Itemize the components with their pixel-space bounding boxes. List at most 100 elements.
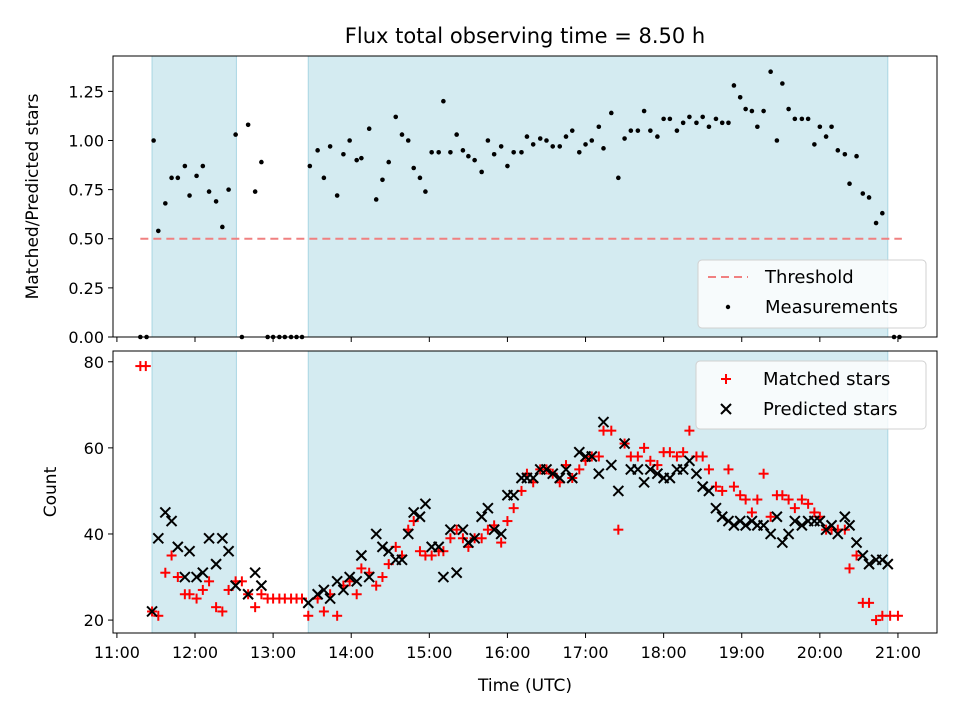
matched-star-point	[356, 563, 367, 574]
marker-stroke	[776, 536, 789, 549]
x-axis-label: Time (UTC)	[477, 676, 572, 696]
marker-stroke	[716, 511, 728, 523]
marker-stroke	[475, 511, 488, 523]
matched-star-point	[318, 606, 329, 617]
matched-star-point	[502, 516, 513, 527]
measurement-point	[405, 138, 411, 143]
measurement-point	[213, 199, 219, 204]
measurement-point	[341, 151, 346, 157]
bottom-x-tick-label: 13:00	[250, 643, 296, 662]
matched-star-point	[211, 602, 222, 613]
matched-star-point	[496, 537, 507, 548]
marker-stroke	[690, 467, 703, 480]
measurement-point	[829, 124, 834, 130]
measurement-point	[755, 124, 760, 130]
predicted-star-point	[507, 489, 520, 501]
predicted-star-point	[172, 541, 184, 553]
marker-stroke	[554, 472, 566, 484]
measurement-point	[860, 191, 866, 196]
measurement-point	[719, 120, 725, 126]
top-y-ticks: 0.00 0.25 0.50 0.75 1.00 1.25	[68, 82, 113, 347]
measurement-point	[589, 138, 595, 143]
predicted-star-point	[703, 485, 715, 497]
bottom-y-tick-label: 20	[84, 611, 104, 630]
measurement-point	[749, 108, 755, 114]
matched-star-point	[476, 533, 487, 544]
marker-stroke	[419, 498, 432, 510]
marker-stroke	[444, 523, 457, 536]
predicted-star-point	[764, 528, 777, 540]
measurement-point	[163, 201, 168, 206]
marker-stroke	[703, 485, 715, 497]
measurement-point	[823, 134, 829, 139]
measurement-point	[485, 138, 491, 143]
matched-star-point	[871, 615, 882, 626]
predicted-star-point	[850, 536, 863, 549]
predicted-star-point	[324, 592, 336, 605]
predicted-star-point	[222, 545, 235, 557]
predicted-star-point	[152, 532, 165, 544]
measurement-point	[700, 114, 705, 120]
marker-stroke	[677, 463, 689, 476]
matched-star-point	[697, 451, 708, 462]
predicted-star-point	[437, 571, 450, 583]
measurement-point	[743, 106, 748, 112]
marker-stroke	[179, 571, 191, 583]
predicted-star-point	[547, 467, 559, 480]
matched-star-point	[256, 589, 267, 600]
marker-stroke	[597, 416, 610, 428]
matched-star-point	[645, 455, 656, 466]
measurement-point	[441, 98, 446, 104]
marker-stroke	[172, 541, 184, 553]
predicted-star-point	[179, 571, 191, 583]
measurement-point	[252, 189, 258, 194]
matched-star-point	[803, 498, 814, 509]
marker-stroke	[632, 463, 644, 476]
predicted-star-point	[376, 541, 389, 553]
measurement-point	[601, 146, 606, 151]
predicted-star-point	[302, 597, 314, 609]
measurement-point	[628, 128, 634, 133]
bottom-y-tick-label: 60	[84, 439, 104, 458]
matched-star-point	[844, 563, 855, 574]
matched-star-point	[752, 494, 763, 505]
measurement-point	[544, 138, 549, 143]
matched-star-point	[613, 524, 624, 535]
measurement-point	[661, 116, 666, 122]
measurement-point	[537, 136, 543, 141]
measurement-point	[774, 138, 780, 143]
marker-stroke	[249, 567, 261, 579]
measurement-point	[307, 163, 313, 169]
predicted-star-point	[796, 519, 808, 532]
measurement-point	[713, 116, 719, 122]
matched-star-point	[574, 464, 585, 475]
marker-stroke	[311, 588, 324, 600]
matched-star-point	[639, 442, 650, 453]
measurement-point	[792, 116, 798, 122]
marker-stroke	[450, 567, 463, 579]
marker-stroke	[764, 528, 777, 540]
legend-plus-marker	[721, 374, 731, 384]
matched-star-point	[746, 507, 757, 518]
marker-stroke	[757, 519, 770, 532]
marker-stroke	[638, 476, 650, 489]
predicted-star-point	[664, 472, 676, 484]
marker-stroke	[593, 467, 605, 480]
measurement-point	[550, 144, 556, 149]
predicted-star-point	[651, 467, 664, 480]
measurement-point	[768, 69, 773, 75]
measurement-point	[866, 195, 872, 200]
measurement-point	[151, 138, 156, 143]
predicted-star-point	[197, 567, 209, 579]
measurement-point	[731, 83, 737, 88]
measurement-point	[817, 124, 823, 130]
matched-star-point	[508, 503, 519, 514]
measurement-point	[187, 193, 192, 198]
marker-stroke	[183, 545, 196, 557]
matched-star-point	[758, 468, 769, 479]
marker-stroke	[605, 459, 618, 471]
predicted-star-point	[882, 558, 894, 570]
predicted-star-point	[839, 511, 851, 523]
measurement-point	[726, 120, 731, 126]
predicted-star-point	[540, 463, 553, 476]
